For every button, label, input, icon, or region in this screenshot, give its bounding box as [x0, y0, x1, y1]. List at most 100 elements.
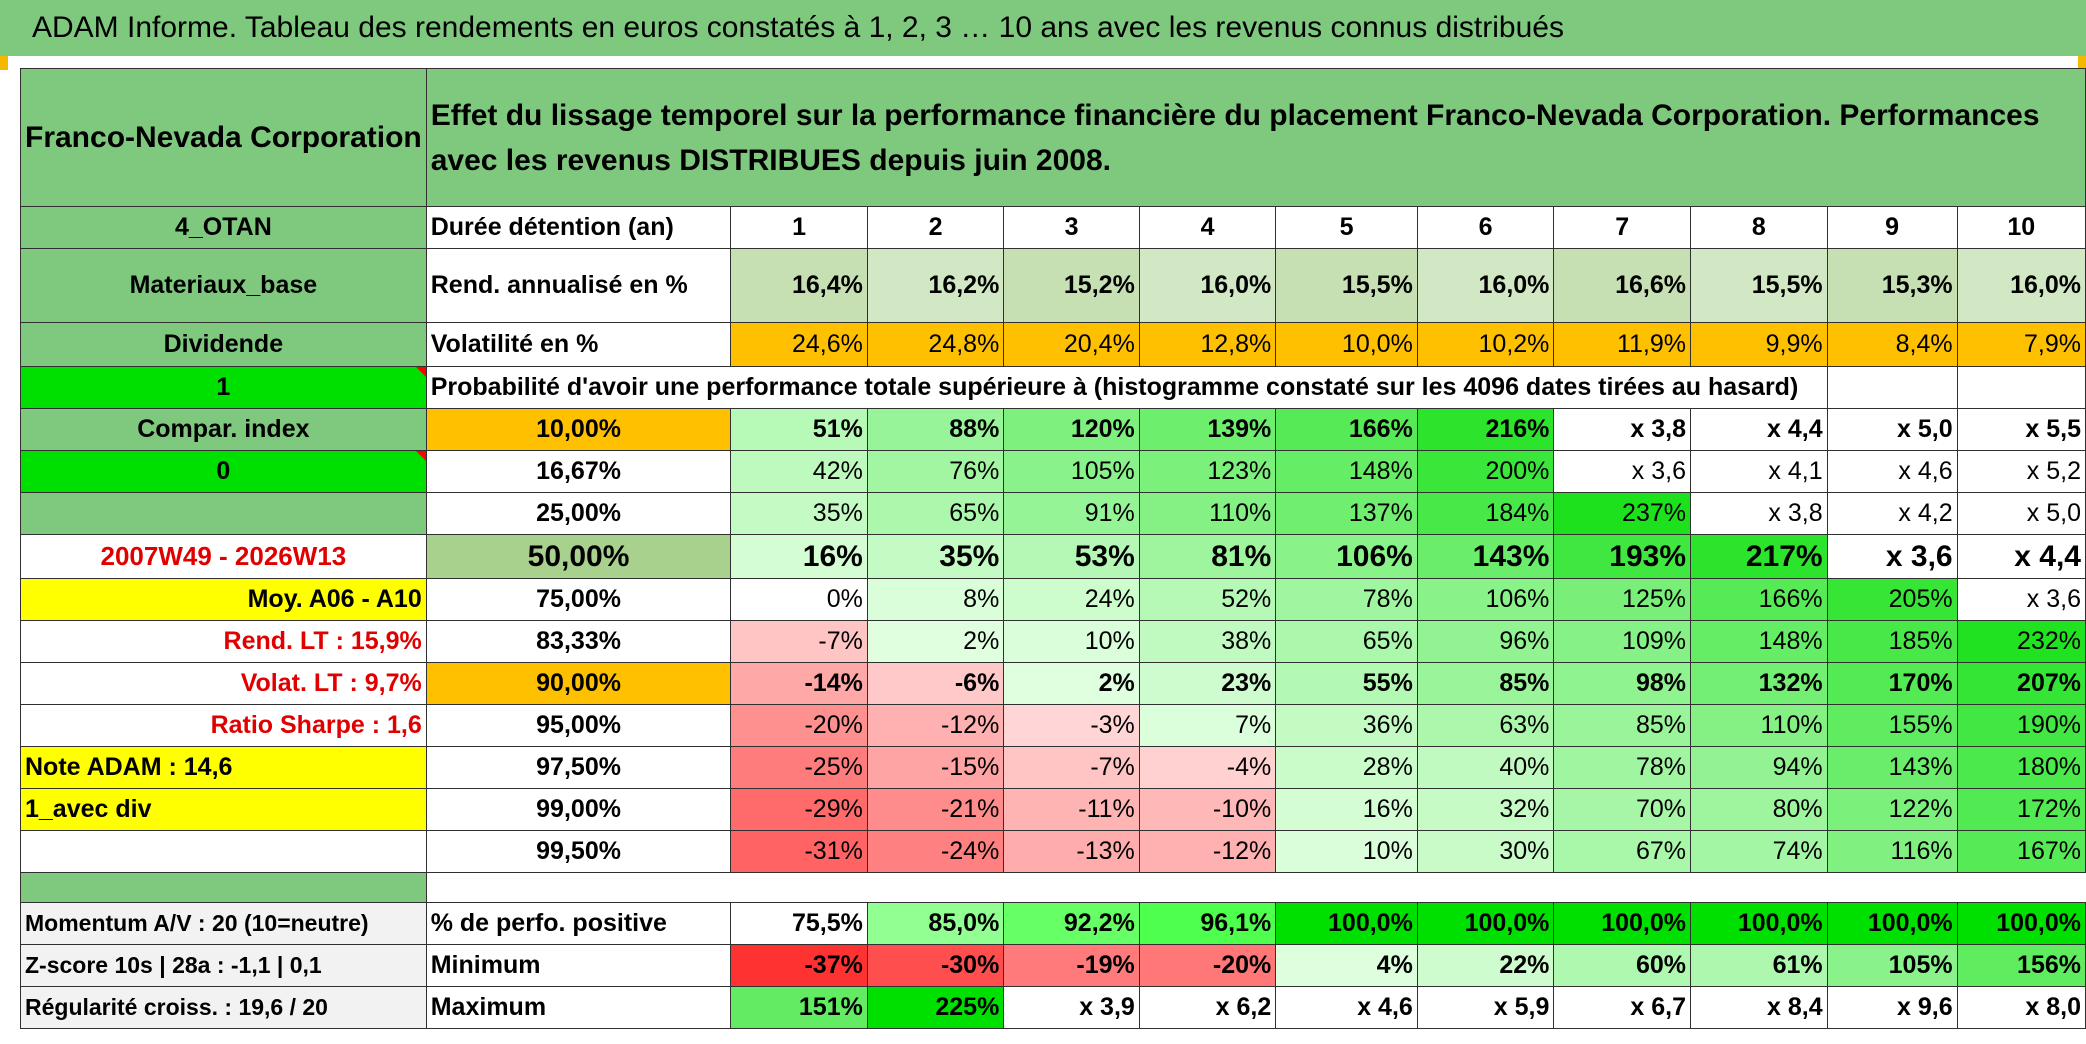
- prob-cell: 76%: [866, 450, 1005, 493]
- minimum-cell: -30%: [866, 944, 1005, 987]
- left-spacer: [20, 492, 427, 535]
- prob-row: Compar. index 10,00% 51% 88% 120% 139% 166% 216…: [20, 408, 2086, 451]
- left-label-moy: Moy. A06 - A10: [20, 578, 427, 621]
- prob-cell: 237%: [1553, 492, 1691, 535]
- prob-cell: -3%: [1003, 704, 1140, 747]
- input-one[interactable]: 1: [20, 366, 427, 409]
- prob-cell: 42%: [730, 450, 868, 493]
- minimum-cell: 105%: [1826, 944, 1958, 987]
- prob-cell: -15%: [866, 746, 1005, 789]
- prob-cell: x 3,6: [1553, 450, 1691, 493]
- prob-cell: 80%: [1690, 788, 1828, 831]
- rend-cell: 16,0%: [1416, 248, 1555, 323]
- prob-cell: 110%: [1690, 704, 1828, 747]
- left-label-note: Note ADAM : 14,6: [20, 746, 427, 789]
- prob-cell: 205%: [1826, 578, 1958, 621]
- report-title: ADAM Informe. Tableau des rendements en …: [0, 0, 2086, 56]
- volat-cell: 10,0%: [1275, 322, 1418, 367]
- prob-cell: 98%: [1553, 662, 1691, 705]
- prob-cell: x 3,8: [1553, 408, 1691, 451]
- prob-cell: 200%: [1416, 450, 1555, 493]
- maximum-cell: x 9,6: [1826, 986, 1958, 1029]
- prob-row: Note ADAM : 14,6 97,50% -25% -15% -7% -4% 28% 4…: [20, 746, 2086, 789]
- prob-cell: 85%: [1553, 704, 1691, 747]
- prob-cell: 155%: [1826, 704, 1958, 747]
- performance-table: Franco-Nevada Corporation Effet du lissa…: [20, 68, 2086, 1029]
- prob-cell: 8%: [866, 578, 1005, 621]
- maximum-cell: x 6,2: [1138, 986, 1277, 1029]
- prob-cell: 139%: [1138, 408, 1277, 451]
- left-label-zero[interactable]: 0: [20, 450, 427, 493]
- prob-cell: 36%: [1275, 704, 1418, 747]
- prob-cell: 0%: [730, 578, 868, 621]
- prob-cell: 2%: [866, 620, 1005, 663]
- prob-cell: 120%: [1003, 408, 1140, 451]
- perf-pos-cell: 75,5%: [730, 902, 868, 945]
- corner-mark: [2078, 56, 2086, 70]
- prob-cell: 53%: [1003, 534, 1140, 579]
- perf-pos-cell: 92,2%: [1003, 902, 1140, 945]
- prob-cell: 172%: [1956, 788, 2086, 831]
- prob-cell: 232%: [1956, 620, 2086, 663]
- maximum-cell: x 4,6: [1275, 986, 1418, 1029]
- prob-cell: 74%: [1690, 830, 1828, 873]
- left-spacer: [20, 830, 427, 873]
- prob-cell: 70%: [1553, 788, 1691, 831]
- bottom-row: Z-score 10s | 28a : -1,1 | 0,1 Minimum -37…: [20, 944, 2086, 987]
- prob-cell: 170%: [1826, 662, 1958, 705]
- volat-cell: 12,8%: [1138, 322, 1277, 367]
- prob-cell: 16%: [1275, 788, 1418, 831]
- left-label-period: 2007W49 - 2026W13: [20, 534, 427, 579]
- rend-cell: 15,2%: [1003, 248, 1140, 323]
- year-header: 4: [1138, 206, 1277, 249]
- prob-cell: 106%: [1416, 578, 1555, 621]
- prob-cell: 96%: [1416, 620, 1555, 663]
- prob-cell: -6%: [866, 662, 1005, 705]
- bottom-label-minimum: Minimum: [425, 944, 732, 987]
- sector-label: Materiaux_base: [20, 248, 427, 323]
- prob-threshold: 50,00%: [425, 534, 732, 579]
- prob-cell: -20%: [730, 704, 868, 747]
- prob-cell: 81%: [1138, 534, 1277, 579]
- prob-threshold: 90,00%: [425, 662, 732, 705]
- prob-cell: 24%: [1003, 578, 1140, 621]
- prob-cell: 184%: [1416, 492, 1555, 535]
- left-label-compar: Compar. index: [20, 408, 427, 451]
- prob-row: 2007W49 - 2026W13 50,00% 16% 35% 53% 81% 106% 1…: [20, 534, 2086, 579]
- spacer-row: [20, 872, 2086, 903]
- minimum-cell: 156%: [1956, 944, 2086, 987]
- prob-cell: 167%: [1956, 830, 2086, 873]
- prob-cell: 78%: [1553, 746, 1691, 789]
- prob-cell: x 5,2: [1956, 450, 2086, 493]
- prob-cell: -13%: [1003, 830, 1140, 873]
- rend-cell: 15,5%: [1690, 248, 1828, 323]
- prob-cell: 2%: [1003, 662, 1140, 705]
- corner-mark: [0, 56, 8, 70]
- prob-cell: -10%: [1138, 788, 1277, 831]
- prob-cell: 88%: [866, 408, 1005, 451]
- prob-cell: -11%: [1003, 788, 1140, 831]
- spacer-green: [20, 872, 427, 903]
- prob-cell: 125%: [1553, 578, 1691, 621]
- otan-label: 4_OTAN: [20, 206, 427, 249]
- prob-cell: x 5,5: [1956, 408, 2086, 451]
- prob-cell: 51%: [730, 408, 868, 451]
- perf-pos-cell: 85,0%: [866, 902, 1005, 945]
- prob-cell: 110%: [1138, 492, 1277, 535]
- year-header: 3: [1003, 206, 1140, 249]
- prob-cell: 7%: [1138, 704, 1277, 747]
- prob-row: Rend. LT : 15,9% 83,33% -7% 2% 10% 38% 65% 96% 1…: [20, 620, 2086, 663]
- perf-pos-cell: 96,1%: [1138, 902, 1277, 945]
- prob-cell: 148%: [1275, 450, 1418, 493]
- prob-threshold: 10,00%: [425, 408, 732, 451]
- rend-cell: 16,4%: [730, 248, 868, 323]
- duration-label: Durée détention (an): [425, 206, 732, 249]
- prob-cell: x 3,6: [1956, 578, 2086, 621]
- prob-row: 99,50% -31% -24% -13% -12% 10% 30% 67% 74% 116% 16…: [20, 830, 2086, 873]
- prob-cell: 63%: [1416, 704, 1555, 747]
- perf-pos-cell: 100,0%: [1826, 902, 1958, 945]
- dividende-label: Dividende: [20, 322, 427, 367]
- volat-cell: 9,9%: [1690, 322, 1828, 367]
- minimum-cell: 60%: [1553, 944, 1691, 987]
- prob-cell: 10%: [1003, 620, 1140, 663]
